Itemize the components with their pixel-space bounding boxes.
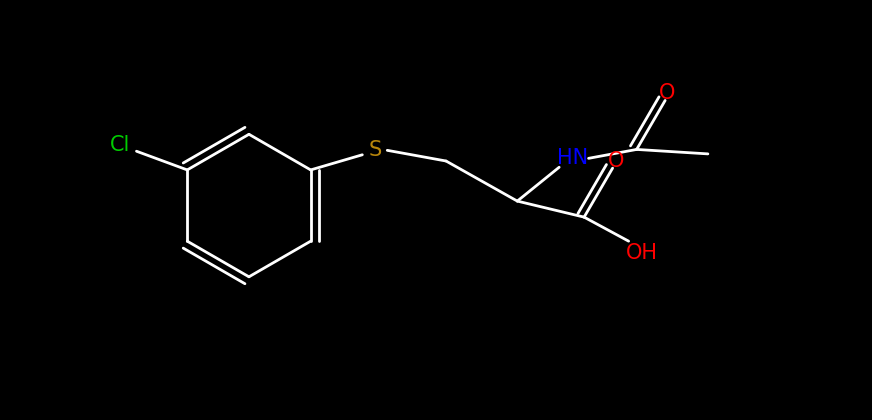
Text: HN: HN	[557, 148, 588, 168]
Text: O: O	[608, 151, 624, 171]
Text: OH: OH	[626, 243, 658, 263]
Text: O: O	[658, 83, 675, 103]
Text: Cl: Cl	[110, 135, 131, 155]
Text: S: S	[368, 140, 381, 160]
